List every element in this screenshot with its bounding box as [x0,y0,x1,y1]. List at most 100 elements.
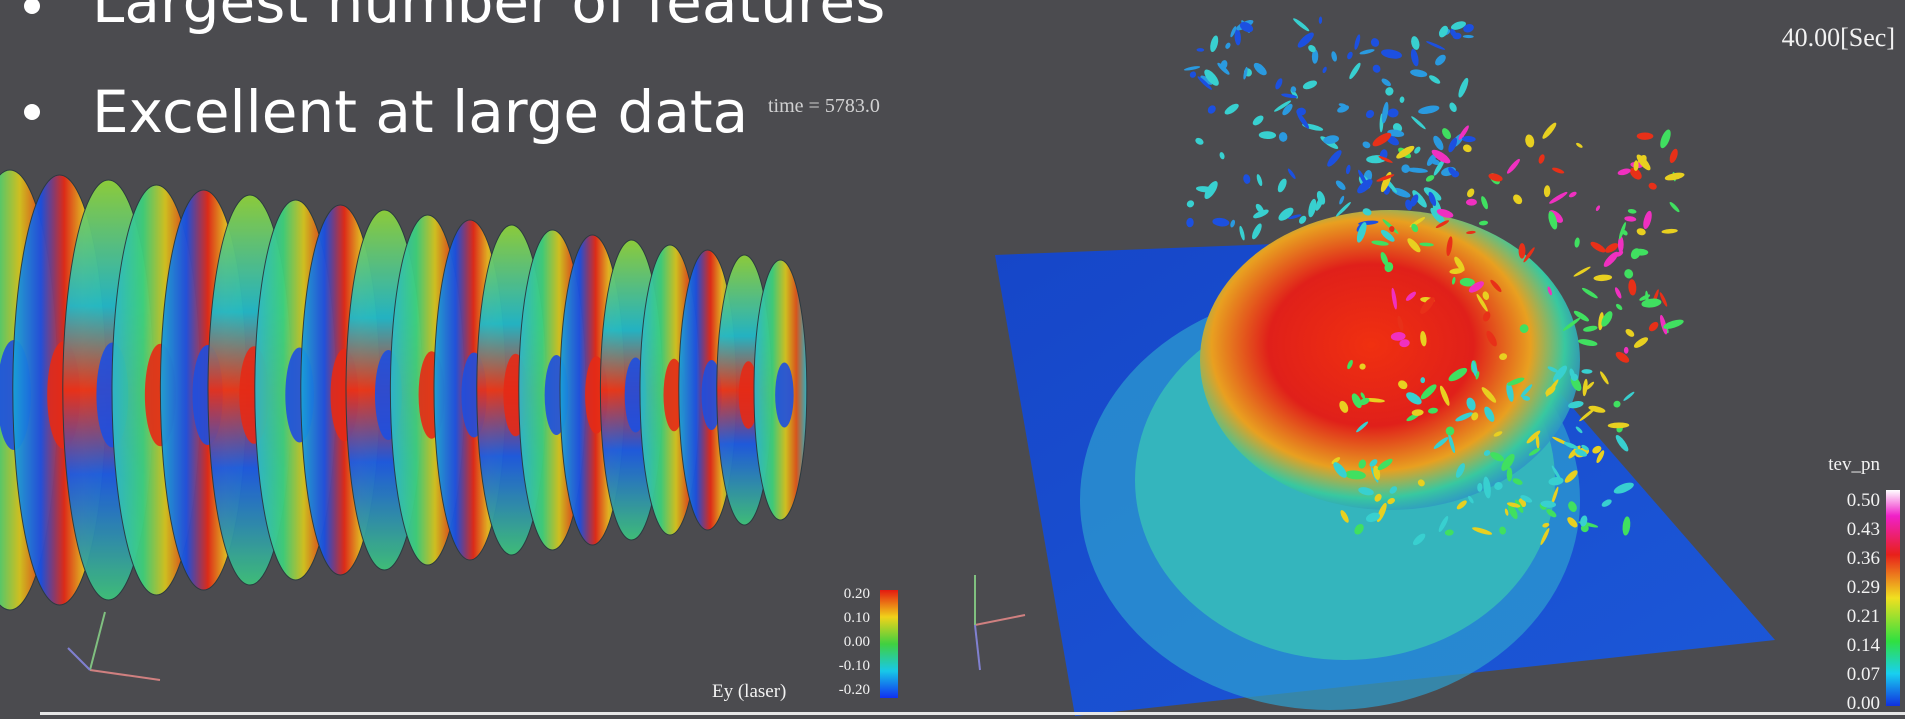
particle [1212,217,1230,227]
particle [1278,132,1288,143]
particle [1624,216,1636,222]
particle [1642,210,1654,230]
bullet-text: Largest number of features [92,0,885,36]
bullet-dot [24,104,40,120]
particle [1544,185,1551,197]
particle [1511,193,1524,206]
particle [1371,63,1382,74]
particle [1537,153,1545,164]
colorbar [880,590,898,698]
particle [1369,37,1380,49]
particle [1384,86,1395,97]
particle [1185,199,1195,209]
particle [1196,48,1204,52]
particle [1668,148,1679,164]
particle [1463,35,1474,38]
particle [1426,40,1446,51]
particle [1466,187,1476,198]
particle [1632,335,1649,350]
particle [1410,115,1427,130]
colorbar-tick-label: 0.07 [1847,664,1880,685]
particle [1456,77,1470,99]
particle [1322,66,1328,74]
particle [1410,35,1421,50]
particle [1223,102,1240,117]
particle [1250,222,1264,240]
particle [1573,265,1592,277]
particle [1401,164,1410,173]
particle [1417,104,1440,116]
particle [1292,17,1311,33]
particle [1364,108,1376,120]
particle [1637,132,1654,139]
particle [1186,218,1194,228]
particle [1595,205,1601,212]
particle [1581,369,1592,374]
particle [1661,228,1678,234]
colorbar-tick-label: -0.10 [839,658,870,674]
particle [1387,108,1398,117]
colorbar-tick-label: 0.50 [1847,490,1880,511]
colorbar-tick-label: 0.14 [1847,635,1881,656]
particle [1479,220,1489,226]
particle [1466,199,1477,206]
particle [1648,182,1658,191]
bullet-text: Excellent at large data [92,78,748,146]
particle [1581,286,1599,299]
particle [1614,350,1631,365]
wave-core [775,363,793,428]
particle [1338,195,1345,205]
particle [1206,104,1217,116]
particle [1334,179,1347,192]
particle [1615,303,1624,311]
particle [1359,48,1375,55]
particle [1480,195,1490,210]
particle [1302,79,1319,91]
particle [1410,48,1421,67]
particle [1380,77,1392,88]
particle [1618,236,1624,253]
particle [1628,279,1637,296]
bottom-rule [40,712,1905,715]
colorbar-tick-label: -0.20 [839,682,870,698]
particle [1568,191,1578,199]
particle [1345,164,1351,174]
colorbar [1886,490,1900,706]
particle [1462,143,1473,153]
particle [1184,65,1201,71]
colorbar-tick-label: 0.00 [844,634,870,650]
particle [1627,208,1636,214]
particle [1395,144,1416,161]
particle [1623,391,1636,402]
colorbar-tick-label: 0.10 [844,610,870,626]
particle [1252,61,1269,78]
particle [1410,68,1428,78]
time-label: 40.00[Sec] [1782,23,1895,52]
particle [1251,114,1265,128]
particle [1188,70,1197,79]
particle [1219,151,1226,159]
colorbar-tick-label: 0.20 [844,586,870,602]
particle [1577,338,1598,347]
particle [1541,121,1559,140]
particle [1462,136,1476,143]
particle [1348,62,1363,81]
laser-visualization [0,170,807,610]
particle [1574,237,1581,248]
page: Largest number of features Excellent at … [0,0,1905,719]
particle [1589,240,1607,255]
splash-visualization [995,16,1775,716]
particle [1599,370,1610,385]
particle [1431,134,1445,152]
particle [1614,286,1623,299]
particle [1548,190,1568,205]
particle [1380,48,1402,60]
particle [1319,16,1323,24]
particle [1583,325,1598,333]
particle [1323,134,1340,145]
particle [1614,433,1631,453]
colorbar-tick-label: 0.43 [1847,519,1880,540]
colorbar-title: Ey (laser) [712,681,786,702]
particle [1623,268,1635,280]
particle [1229,219,1236,228]
